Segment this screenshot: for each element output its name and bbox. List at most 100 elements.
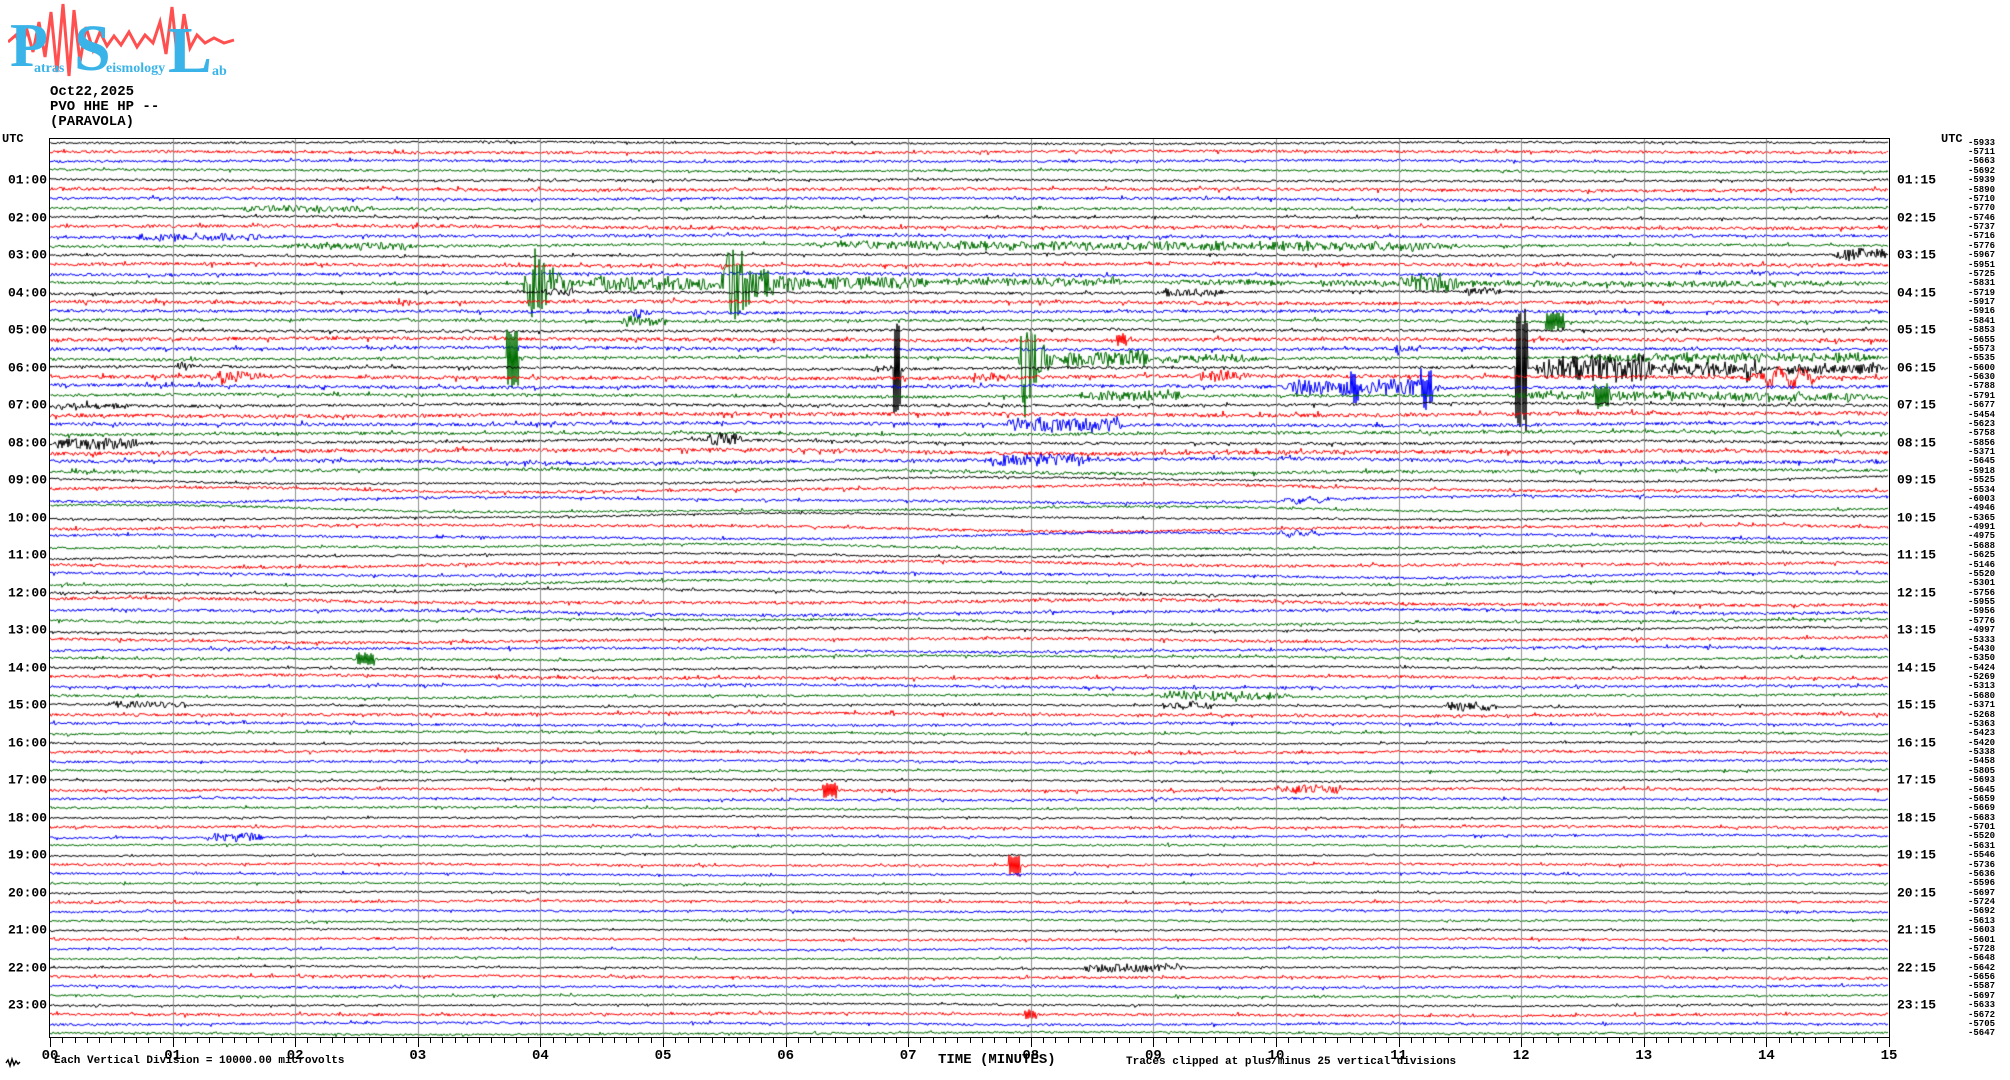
- right-time-label: 12:15: [1897, 585, 1937, 601]
- right-time-label: 10:15: [1897, 510, 1937, 526]
- trace-offset-value: -5587: [1968, 981, 1996, 992]
- right-time-label: 03:15: [1897, 247, 1937, 263]
- footer-mini-squiggle-icon: [5, 1056, 21, 1068]
- x-axis-minor-tick: [356, 1038, 358, 1043]
- x-axis-minor-tick: [736, 1038, 738, 1043]
- trace-offset-value: -5756: [1968, 587, 1996, 598]
- x-axis-minor-tick: [1864, 1038, 1866, 1043]
- trace-offset-value: -5728: [1968, 943, 1996, 954]
- x-axis-minor-tick: [466, 1038, 468, 1043]
- trace-offset-value: -4946: [1968, 503, 1996, 514]
- trace-offset-value: -4991: [1968, 522, 1996, 533]
- trace-offset-value: -5692: [1968, 165, 1996, 176]
- trace-offset-value: -5956: [1968, 606, 1996, 617]
- x-axis-minor-tick: [577, 1038, 579, 1043]
- x-axis-minor-tick: [1177, 1038, 1179, 1043]
- x-axis-minor-tick: [1226, 1038, 1228, 1043]
- trace-offset-value: -5420: [1968, 737, 1996, 748]
- clip-note: Traces clipped at plus/minus 25 vertical…: [1126, 1056, 1457, 1068]
- trace-offset-value: -5776: [1968, 615, 1996, 626]
- x-axis-tick-label: 07: [899, 1048, 917, 1064]
- trace-offset-value: -5338: [1968, 747, 1996, 758]
- x-axis-tick-label: 15: [1880, 1048, 1898, 1064]
- right-time-label: 18:15: [1897, 810, 1937, 826]
- x-axis-minor-tick: [1484, 1038, 1486, 1043]
- x-axis-minor-tick: [503, 1038, 505, 1043]
- x-axis-minor-tick: [246, 1038, 248, 1043]
- x-axis-minor-tick: [86, 1038, 88, 1043]
- x-axis-minor-tick: [687, 1038, 689, 1043]
- x-axis-minor-tick: [1594, 1038, 1596, 1043]
- x-axis-major-tick: [1766, 1038, 1768, 1047]
- trace-offset-value: -5630: [1968, 372, 1996, 383]
- x-axis-minor-tick: [1190, 1038, 1192, 1043]
- x-axis-minor-tick: [1300, 1038, 1302, 1043]
- x-axis-major-tick: [417, 1038, 419, 1047]
- trace-offset-value: -5967: [1968, 250, 1996, 261]
- trace-offset-value: -5642: [1968, 962, 1996, 973]
- x-axis-minor-tick: [1239, 1038, 1241, 1043]
- trace-offset-value: -5636: [1968, 868, 1996, 879]
- x-axis-minor-tick: [515, 1038, 517, 1043]
- x-axis-tick-label: 00: [41, 1048, 59, 1064]
- trace-offset-value: -5146: [1968, 559, 1996, 570]
- trace-offset-value: -5736: [1968, 859, 1996, 870]
- x-axis-minor-tick: [650, 1038, 652, 1043]
- trace-offset-value: -5454: [1968, 409, 1996, 420]
- x-axis-minor-tick: [1312, 1038, 1314, 1043]
- left-time-label: 05:00: [7, 322, 47, 338]
- x-axis-major-tick: [1153, 1038, 1155, 1047]
- trace-offset-value: -5371: [1968, 700, 1996, 711]
- x-axis-minor-tick: [381, 1038, 383, 1043]
- trace-offset-value: -5758: [1968, 428, 1996, 439]
- right-time-label: 09:15: [1897, 472, 1937, 488]
- x-axis-minor-tick: [393, 1038, 395, 1043]
- x-axis-minor-tick: [1741, 1038, 1743, 1043]
- x-axis-minor-tick: [1104, 1038, 1106, 1043]
- trace-offset-value: -5737: [1968, 222, 1996, 233]
- x-axis-minor-tick: [981, 1038, 983, 1043]
- x-axis-major-tick: [1398, 1038, 1400, 1047]
- trace-offset-value: -5701: [1968, 822, 1996, 833]
- trace-offset-value: -5831: [1968, 278, 1996, 289]
- x-axis-minor-tick: [1459, 1038, 1461, 1043]
- x-axis-minor-tick: [1128, 1038, 1130, 1043]
- left-time-label: 13:00: [7, 622, 47, 638]
- x-axis-title: TIME (MINUTES): [938, 1052, 1056, 1068]
- left-time-label: 01:00: [7, 172, 47, 188]
- x-axis-minor-tick: [1680, 1038, 1682, 1043]
- x-axis-minor-tick: [479, 1038, 481, 1043]
- x-axis-tick-label: 06: [777, 1048, 794, 1064]
- left-time-label: 12:00: [7, 585, 47, 601]
- header-station: (PARAVOLA): [50, 114, 135, 130]
- trace-offset-value: -5268: [1968, 709, 1996, 720]
- trace-offset-value: -5951: [1968, 259, 1996, 270]
- x-axis-minor-tick: [1043, 1038, 1045, 1043]
- x-axis-minor-tick: [1435, 1038, 1437, 1043]
- x-axis-minor-tick: [1570, 1038, 1572, 1043]
- x-axis-minor-tick: [1263, 1038, 1265, 1043]
- x-axis-minor-tick: [430, 1038, 432, 1043]
- utc-label-right: UTC: [1941, 131, 1963, 146]
- seismogram-traces-canvas: [50, 139, 1889, 1037]
- trace-offset-value: -5677: [1968, 400, 1996, 411]
- trace-offset-value: -5371: [1968, 447, 1996, 458]
- x-axis-minor-tick: [1116, 1038, 1118, 1043]
- left-time-label: 15:00: [7, 697, 47, 713]
- x-axis-minor-tick: [859, 1038, 861, 1043]
- x-axis-minor-tick: [1361, 1038, 1363, 1043]
- x-axis-minor-tick: [994, 1038, 996, 1043]
- scale-note: Each Vertical Division = 10000.00 microv…: [54, 1055, 345, 1067]
- trace-offset-value: -5724: [1968, 897, 1996, 908]
- x-axis-minor-tick: [712, 1038, 714, 1043]
- x-axis-minor-tick: [1325, 1038, 1327, 1043]
- right-time-label: 20:15: [1897, 885, 1937, 901]
- right-time-label: 07:15: [1897, 397, 1937, 413]
- x-axis-tick-label: 13: [1635, 1048, 1653, 1064]
- x-axis-minor-tick: [871, 1038, 873, 1043]
- trace-offset-value: -5955: [1968, 597, 1996, 608]
- left-time-label: 06:00: [7, 360, 47, 376]
- x-axis-minor-tick: [638, 1038, 640, 1043]
- trace-offset-value: -5680: [1968, 690, 1996, 701]
